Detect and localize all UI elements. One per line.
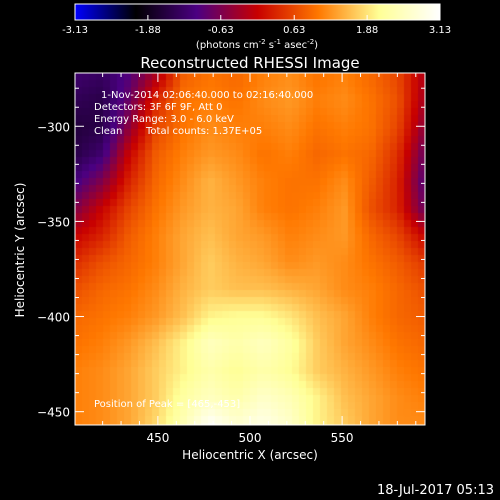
y-tick-label: −350: [37, 215, 70, 229]
colorbar-tick-label: 1.88: [356, 25, 378, 36]
colorbar-tick-label: -3.13: [62, 25, 88, 36]
heatmap-image: [75, 73, 425, 425]
y-axis-ticks: −300 −350 −400 −450: [37, 87, 425, 420]
colorbar-tick-label: 0.63: [283, 25, 305, 36]
chart-title: Reconstructed RHESSI Image: [140, 54, 359, 72]
y-tick-label: −300: [37, 120, 70, 134]
x-axis-label: Heliocentric X (arcsec): [182, 448, 318, 462]
colorbar-unit-label: (photons cm-2 s-1 asec-2): [196, 38, 318, 51]
colorbar-tick-label: 3.13: [429, 25, 451, 36]
annotation-detectors: Detectors: 3F 6F 9F, Att 0: [94, 102, 222, 113]
heatmap-canvas: [75, 73, 425, 425]
colorbar: -3.13 -1.88 -0.63 0.63 1.88 3.13 (photons cm-…: [62, 3, 451, 51]
annotations: 1-Nov-2014 02:06:40.000 to 02:16:40.000 …: [94, 90, 313, 410]
x-tick-label: 500: [239, 431, 262, 445]
annotation-time-range: 1-Nov-2014 02:06:40.000 to 02:16:40.000: [101, 90, 313, 101]
colorbar-ticks: -3.13 -1.88 -0.63 0.63 1.88 3.13: [62, 15, 451, 36]
y-tick-label: −400: [37, 311, 70, 325]
colorbar-tick-label: -0.63: [208, 25, 234, 36]
x-tick-label: 550: [331, 431, 354, 445]
y-tick-label: −450: [37, 406, 70, 420]
y-axis-label: Heliocentric Y (arcsec): [13, 183, 27, 318]
annotation-algorithm: Clean: [94, 126, 122, 137]
footer-timestamp: 18-Jul-2017 05:13: [377, 483, 494, 498]
annotation-energy: Energy Range: 3.0 - 6.0 keV: [94, 114, 234, 125]
x-tick-label: 450: [146, 431, 169, 445]
annotation-peak: Position of Peak = [465,-453]: [94, 399, 240, 410]
colorbar-strip: [74, 3, 441, 21]
annotation-counts: Total counts: 1.37E+05: [145, 126, 262, 137]
colorbar-tick-label: -1.88: [135, 25, 161, 36]
x-axis-ticks: 450 500 550: [102, 73, 417, 445]
